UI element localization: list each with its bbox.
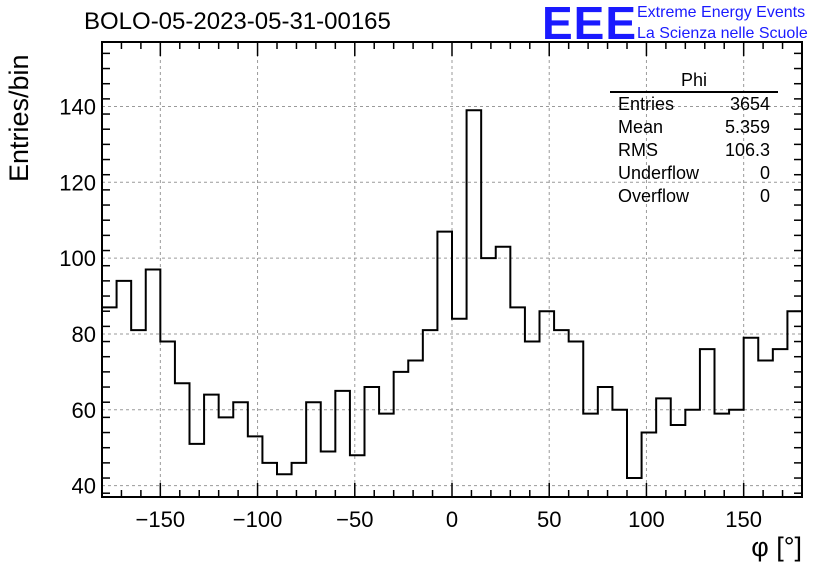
x-tick-label: 100 bbox=[628, 507, 665, 532]
stats-value: 106.3 bbox=[724, 140, 770, 160]
stats-row-rms: RMS 106.3 bbox=[610, 139, 778, 162]
eee-logo: EEE bbox=[542, 0, 638, 49]
x-tick-label: −50 bbox=[336, 507, 373, 532]
axis-ticks bbox=[101, 42, 803, 497]
x-tick-label: −150 bbox=[136, 507, 186, 532]
x-tick-label: 0 bbox=[446, 507, 458, 532]
y-tick-label: 100 bbox=[59, 246, 96, 271]
stats-row-underflow: Underflow 0 bbox=[610, 162, 778, 185]
y-tick-label: 140 bbox=[59, 94, 96, 119]
stats-label: RMS bbox=[618, 140, 658, 160]
y-tick-label: 60 bbox=[72, 398, 96, 423]
stats-value: 0 bbox=[759, 163, 770, 183]
logo-line-2: La Scienza nelle Scuole bbox=[637, 25, 808, 42]
logo-line-1: Extreme Energy Events bbox=[637, 4, 806, 21]
logo-caption: Extreme Energy Events La Scienza nelle S… bbox=[637, 2, 808, 44]
y-tick-label: 120 bbox=[59, 170, 96, 195]
stats-label: Overflow bbox=[618, 186, 690, 206]
x-axis-label: φ [°] bbox=[751, 532, 802, 562]
stats-row-entries: Entries 3654 bbox=[610, 93, 778, 116]
chart-title: BOLO-05-2023-05-31-00165 bbox=[84, 8, 391, 35]
y-tick-label: 40 bbox=[72, 474, 96, 499]
tick-labels: −150 −100 −50 0 50 100 150 40 60 80 100 120 140 bbox=[59, 94, 762, 532]
stats-label: Underflow bbox=[618, 163, 700, 183]
grid-lines bbox=[102, 42, 802, 497]
y-tick-label: 80 bbox=[72, 322, 96, 347]
y-axis-label: Entries/bin bbox=[4, 54, 34, 182]
stats-title: Phi bbox=[610, 69, 778, 93]
stats-value: 0 bbox=[759, 186, 770, 206]
stats-row-mean: Mean 5.359 bbox=[610, 116, 778, 139]
stats-label: Mean bbox=[618, 117, 664, 137]
stats-row-overflow: Overflow 0 bbox=[610, 185, 778, 208]
x-tick-label: 150 bbox=[725, 507, 762, 532]
stats-box: Phi Entries 3654 Mean 5.359 RMS 106.3 Un… bbox=[610, 69, 778, 208]
x-tick-label: 50 bbox=[537, 507, 561, 532]
stats-value: 5.359 bbox=[724, 117, 770, 137]
x-tick-label: −100 bbox=[233, 507, 283, 532]
stats-label: Entries bbox=[618, 94, 675, 114]
histogram-step-line bbox=[102, 109, 803, 480]
stats-value: 3654 bbox=[729, 94, 770, 114]
